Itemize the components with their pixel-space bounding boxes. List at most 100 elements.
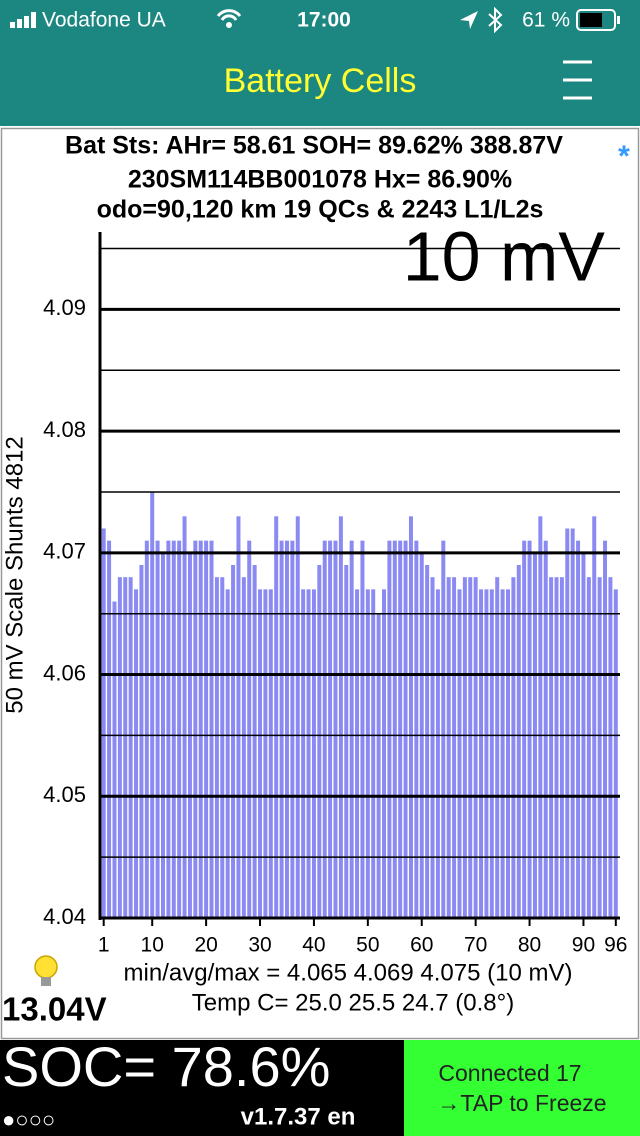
bar [554,577,559,918]
bar [603,540,608,918]
bar [301,589,306,918]
aux-voltage: 13.04V [2,991,107,1028]
page-dots: ●○○○ [2,1107,55,1132]
bar [376,613,381,918]
temperature: Temp C= 25.0 25.5 24.7 (0.8°) [192,989,514,1016]
connected-status[interactable]: Connected 17 [438,1060,581,1086]
bar [484,589,489,918]
bar [263,589,268,918]
bar [214,577,219,918]
scale-label: 10 mV [403,217,606,295]
bar [592,516,597,918]
bar [290,540,295,918]
signal-icon [10,12,36,28]
freeze-hint[interactable]: →TAP to Freeze [437,1090,606,1116]
soc: SOC= 78.6% [2,1035,330,1098]
bar [328,540,333,918]
bar [112,601,117,918]
bar [155,540,160,918]
bar [177,540,182,918]
bar [268,589,273,918]
bar [241,577,246,918]
nav-title: Battery Cells [224,62,417,100]
x-tick-label: 90 [572,934,595,957]
y-tick-label: 4.09 [43,295,86,320]
bluetooth-icon [488,6,503,34]
x-tick-label: 10 [141,934,164,957]
y-tick-label: 4.04 [43,904,86,929]
bar [468,577,473,918]
bar [543,540,548,918]
bar [549,577,554,918]
bluetooth-marker: * [618,140,630,173]
battery-icon [576,9,616,31]
bar [441,540,446,918]
cell-stats: min/avg/max = 4.065 4.069 4.075 (10 mV) [124,959,573,986]
time: 17:00 [297,9,351,32]
bar [382,589,387,918]
bar [247,540,252,918]
version: v1.7.37 en [241,1103,356,1130]
bar [538,516,543,918]
bar [365,589,370,918]
x-tick-label: 30 [248,934,271,957]
x-tick-label: 96 [604,934,627,957]
bar [425,565,430,918]
header-line: 230SM114BB001078 Hx= 86.90% [128,166,512,194]
x-tick-label: 50 [356,934,379,957]
y-tick-label: 4.08 [43,417,86,442]
bar [511,577,516,918]
menu-button[interactable] [563,60,592,100]
x-tick-label: 20 [194,934,217,957]
bar [371,589,376,918]
bar [317,565,322,918]
bar [452,577,457,918]
bar [139,565,144,918]
bar [387,540,392,918]
bar [408,516,413,918]
bar [570,528,575,918]
bar [306,589,311,918]
bar [198,540,203,918]
bar [117,577,122,918]
bar [193,540,198,918]
plot: 4.04 4.05 4.06 4.07 4.08 4.09 1 10 20 30 40 50 60 70 8… [43,232,627,957]
bar [565,528,570,918]
bar [171,540,176,918]
bar [101,528,106,918]
bar [311,589,316,918]
freeze-button[interactable] [404,1040,640,1136]
bar [500,589,505,918]
bar [252,565,257,918]
y-tick-label: 4.05 [43,782,86,807]
bar [505,589,510,918]
bar [355,589,360,918]
top-bar [0,0,640,126]
bar [446,577,451,918]
bar [144,540,149,918]
bar [489,589,494,918]
bar [479,589,484,918]
bar [236,516,241,918]
bar [322,540,327,918]
battery-tip [617,16,620,24]
bar [576,540,581,918]
bar [258,589,263,918]
x-tick-label: 80 [518,934,541,957]
bar [398,540,403,918]
bar [597,577,602,918]
bulb-icon [34,955,58,986]
bar [182,516,187,918]
bar [107,540,112,918]
soc-area [0,1040,404,1136]
bar [166,540,171,918]
y-axis-label: 50 mV Scale Shunts 4812 [1,436,28,714]
header-line: odo=90,120 km 19 QCs & 2243 L1/L2s [97,196,544,224]
bar [435,589,440,918]
bar [473,577,478,918]
bar [128,577,133,918]
bar [134,589,139,918]
battery-level [580,13,602,27]
bar [360,540,365,918]
